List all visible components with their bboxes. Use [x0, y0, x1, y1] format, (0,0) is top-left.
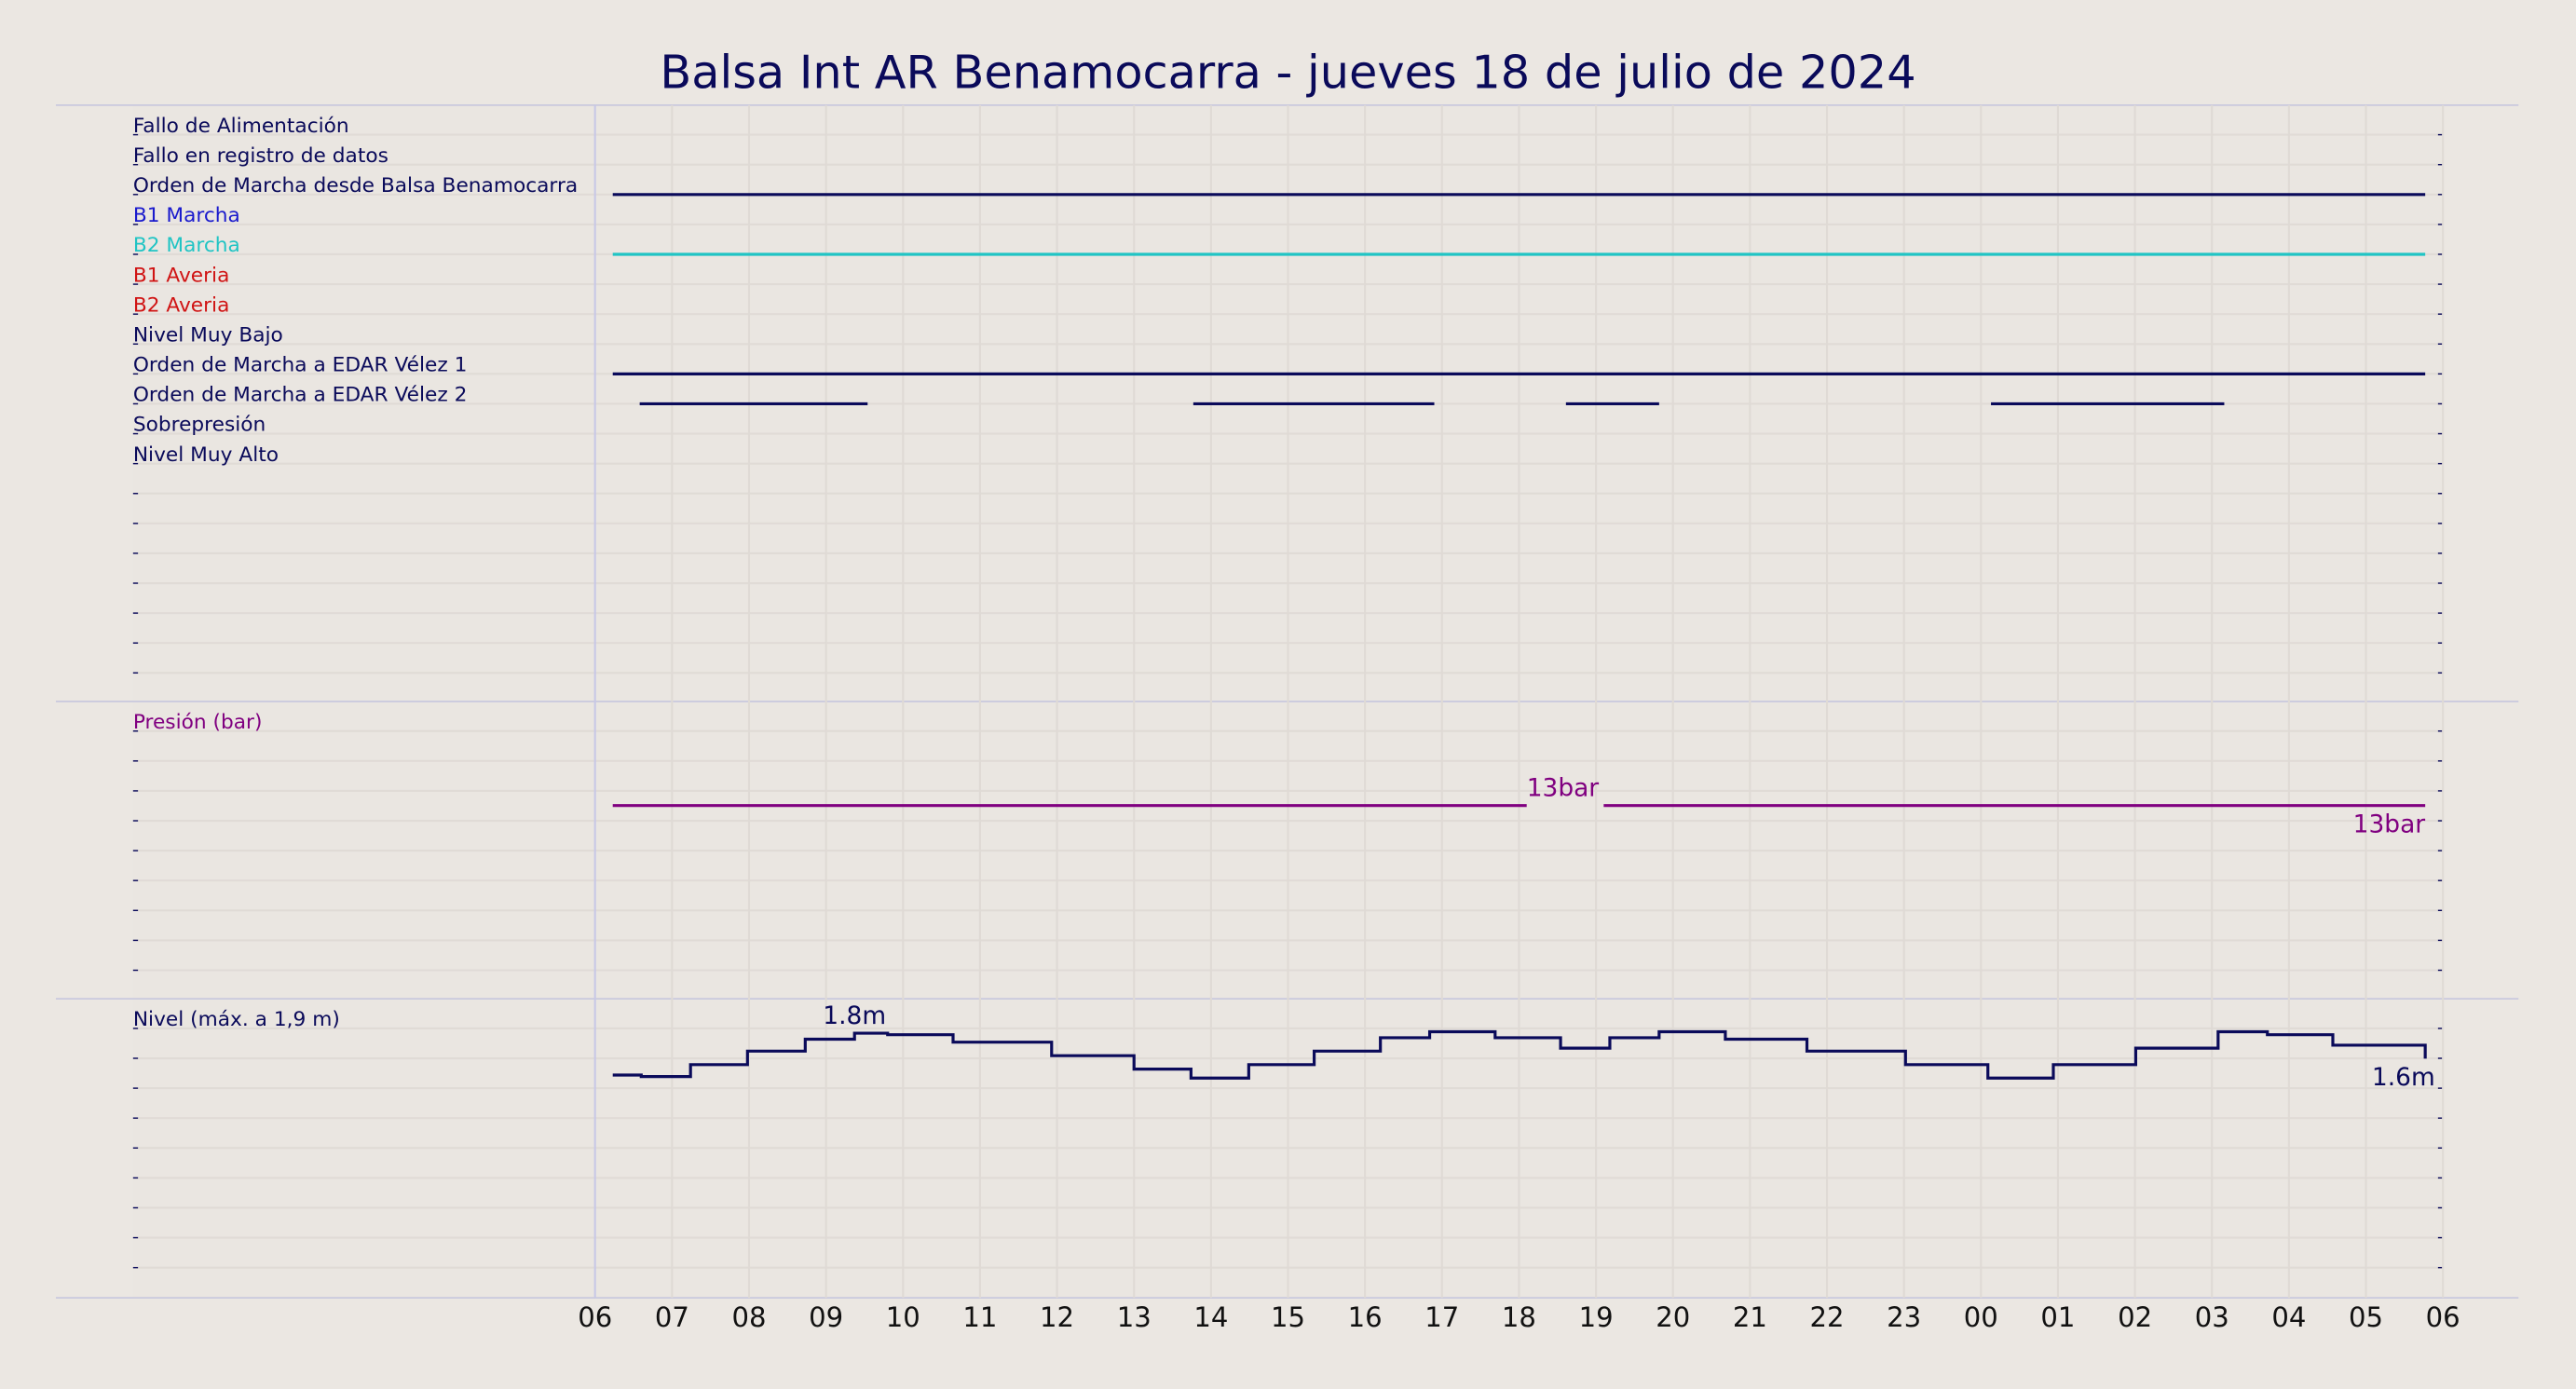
x-tick-label: 03 — [2195, 1301, 2229, 1333]
x-tick-label: 20 — [1656, 1301, 1690, 1333]
x-tick-label: 10 — [886, 1301, 920, 1333]
value-label: 1.6m — [2372, 1063, 2435, 1092]
signal-label: Fallo de Alimentación — [133, 115, 349, 138]
signal-label: B2 Averia — [133, 293, 230, 317]
signal-label: Orden de Marcha a EDAR Vélez 2 — [133, 384, 468, 407]
x-tick-label: 16 — [1348, 1301, 1383, 1333]
x-tick-label: 19 — [1579, 1301, 1614, 1333]
x-tick-label: 01 — [2040, 1301, 2075, 1333]
x-tick-label: 21 — [1733, 1301, 1767, 1333]
value-label: 13bar — [1527, 774, 1600, 803]
x-tick-label: 11 — [962, 1301, 997, 1333]
signal-label: Orden de Marcha a EDAR Vélez 1 — [133, 354, 468, 377]
panel-label: Nivel (máx. a 1,9 m) — [133, 1008, 340, 1031]
chart-title: Balsa Int AR Benamocarra - jueves 18 de … — [660, 46, 1915, 100]
x-tick-label: 05 — [2349, 1301, 2383, 1333]
signal-label: Orden de Marcha desde Balsa Benamocarra — [133, 174, 578, 197]
signal-label: Sobrepresión — [133, 414, 266, 437]
x-tick-label: 06 — [578, 1301, 612, 1333]
x-tick-label: 22 — [1810, 1301, 1845, 1333]
signal-label: B1 Marcha — [133, 204, 240, 227]
x-tick-label: 12 — [1040, 1301, 1074, 1333]
signal-label: Nivel Muy Bajo — [133, 323, 283, 347]
panel-label: Presión (bar) — [133, 711, 263, 734]
x-tick-label: 13 — [1117, 1301, 1152, 1333]
x-tick-label: 08 — [731, 1301, 766, 1333]
data-line — [612, 1029, 2427, 1080]
x-tick-label: 07 — [655, 1301, 689, 1333]
x-tick-label: 15 — [1271, 1301, 1305, 1333]
value-label: 1.8m — [823, 1001, 886, 1030]
signal-label: Nivel Muy Alto — [133, 443, 279, 467]
x-tick-label: 23 — [1887, 1301, 1921, 1333]
x-tick-label: 14 — [1193, 1301, 1228, 1333]
x-tick-label: 06 — [2426, 1301, 2460, 1333]
signal-label: B1 Averia — [133, 264, 230, 287]
x-tick-label: 17 — [1424, 1301, 1459, 1333]
x-tick-label: 09 — [809, 1301, 843, 1333]
value-label: 13bar — [2353, 810, 2426, 838]
signal-label: Fallo en registro de datos — [133, 144, 388, 168]
signal-label: B2 Marcha — [133, 234, 240, 257]
x-tick-label: 00 — [1964, 1301, 1998, 1333]
x-tick-label: 02 — [2118, 1301, 2152, 1333]
x-tick-label: 04 — [2271, 1301, 2306, 1333]
x-tick-label: 18 — [1502, 1301, 1536, 1333]
